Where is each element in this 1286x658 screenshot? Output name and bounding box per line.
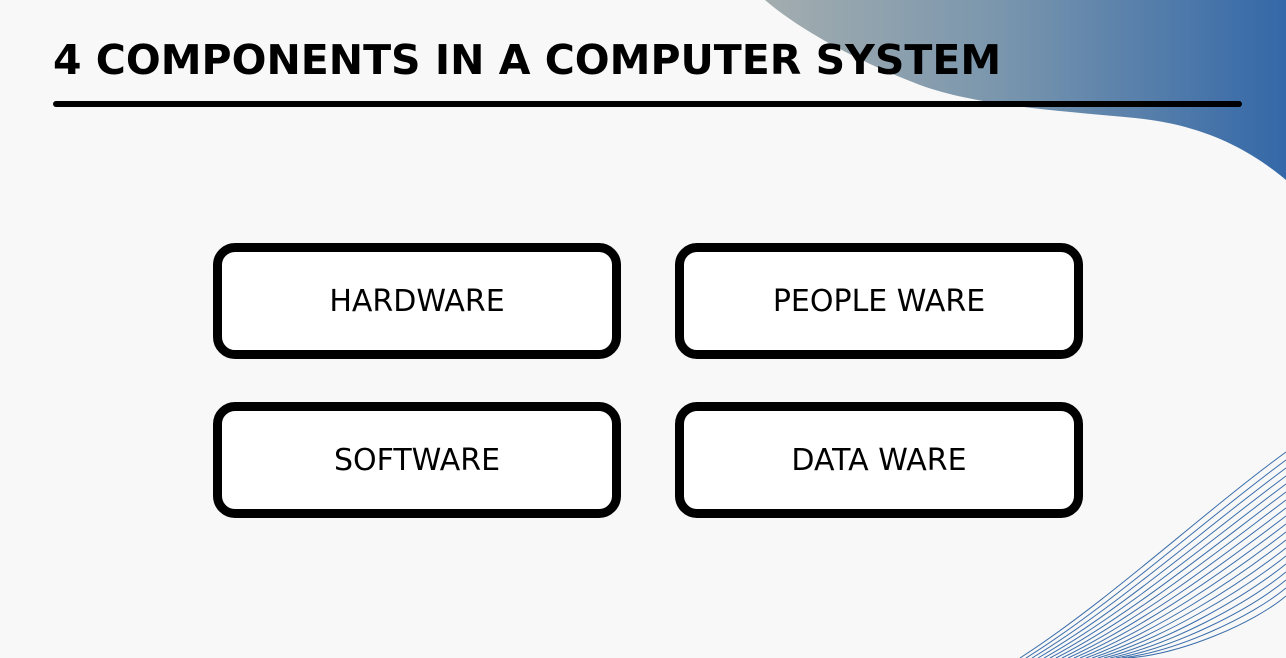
component-card-dataware: DATA WARE (675, 402, 1083, 518)
component-label: PEOPLE WARE (772, 283, 986, 319)
component-label: DATA WARE (791, 442, 967, 478)
component-label: HARDWARE (329, 283, 505, 319)
top-right-gradient-shape (765, 0, 1286, 180)
slide-title: 4 COMPONENTS IN A COMPUTER SYSTEM (53, 36, 1002, 84)
bottom-right-line-waves (1019, 451, 1286, 658)
component-card-hardware: HARDWARE (213, 243, 621, 359)
component-card-software: SOFTWARE (213, 402, 621, 518)
component-label: SOFTWARE (333, 442, 501, 478)
title-underline (53, 101, 1242, 107)
component-card-peopleware: PEOPLE WARE (675, 243, 1083, 359)
